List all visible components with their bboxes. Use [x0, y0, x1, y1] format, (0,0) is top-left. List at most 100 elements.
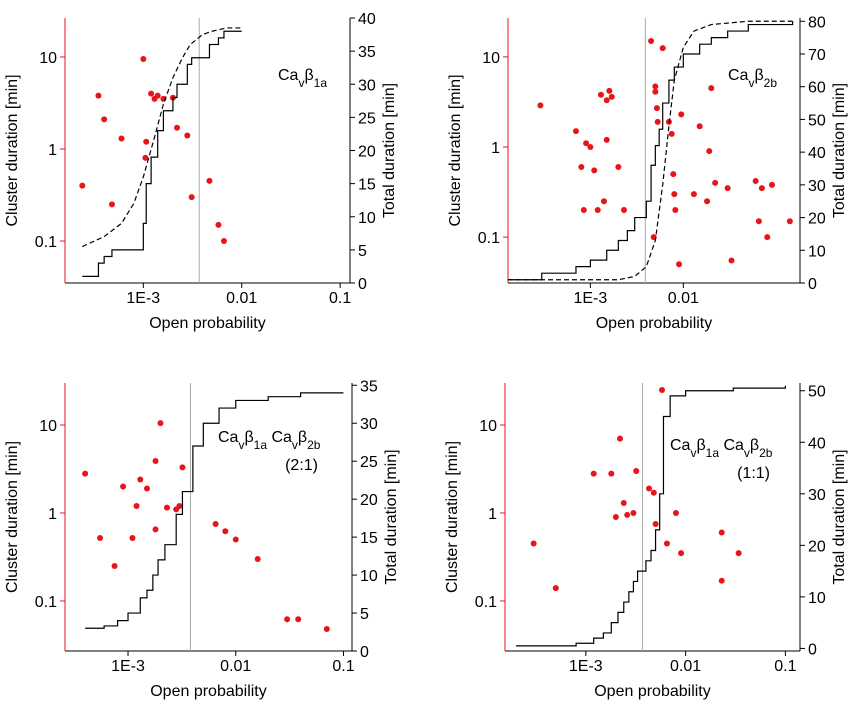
y-tick-label: 10	[39, 50, 57, 67]
x-tick-label: 1E-3	[573, 290, 607, 307]
y-tick-label: 10	[482, 50, 500, 67]
y2-tick-label: 35	[360, 378, 378, 395]
y-axis-label: Cluster duration [min]	[447, 74, 464, 226]
annotation-part: Ca	[719, 437, 744, 454]
data-point	[608, 93, 615, 100]
x-tick-label: 0.01	[226, 290, 257, 307]
data-point	[129, 534, 136, 541]
data-point	[583, 140, 590, 147]
annotation-part: Ca	[278, 67, 299, 84]
data-point	[603, 97, 610, 104]
y2-tick-label: 35	[358, 44, 376, 61]
annotation-line2: (2:1)	[285, 457, 318, 474]
data-point	[718, 529, 725, 536]
data-point	[152, 526, 159, 533]
y2-axis-label: Total duration [min]	[831, 449, 848, 584]
data-point	[615, 164, 622, 171]
data-point	[590, 470, 597, 477]
data-point	[101, 116, 108, 123]
y2-tick-label: 10	[360, 568, 378, 585]
data-point	[572, 128, 579, 135]
annotation-sub: 2b	[307, 438, 321, 452]
data-point	[650, 489, 657, 496]
annotation-part: β	[298, 429, 307, 446]
data-point	[79, 182, 86, 189]
data-point	[215, 221, 222, 228]
data-point	[616, 435, 623, 442]
data-point	[652, 520, 659, 527]
data-point	[630, 509, 637, 516]
data-point	[690, 191, 697, 198]
x-axis-label: Open probability	[596, 315, 713, 332]
data-point	[184, 132, 191, 139]
data-point	[659, 45, 666, 52]
annotation-part: β	[750, 437, 759, 454]
y2-tick-label: 25	[360, 454, 378, 471]
data-point	[254, 555, 261, 562]
y2-tick-label: 20	[358, 144, 376, 161]
y2-tick-label: 50	[808, 384, 826, 401]
annotation-part: β	[696, 437, 705, 454]
data-point	[712, 179, 719, 186]
data-point	[672, 207, 679, 214]
y-axis-label: Cluster duration [min]	[4, 441, 21, 593]
step-line	[82, 30, 242, 277]
annotation-sub: 1a	[314, 76, 328, 90]
data-point	[696, 123, 703, 130]
annotation-sub: 2b	[764, 76, 778, 90]
annotation: Cavβ1a Cavβ2b	[218, 429, 321, 452]
y2-tick-label: 50	[808, 112, 826, 129]
annotation: Cavβ1a Cavβ2b	[670, 437, 773, 460]
annotation-sub: v	[690, 446, 696, 460]
y2-tick-label: 80	[808, 14, 826, 31]
y2-tick-label: 40	[358, 11, 376, 28]
y2-tick-label: 0	[808, 276, 817, 293]
y2-tick-label: 40	[808, 435, 826, 452]
y2-tick-label: 30	[360, 416, 378, 433]
data-point	[758, 185, 765, 192]
data-point	[188, 194, 195, 201]
y-tick-label: 1	[491, 140, 500, 157]
y-axis-label: Cluster duration [min]	[444, 441, 461, 593]
x-tick-label: 0.1	[774, 658, 796, 675]
x-axis-label: Open probability	[149, 315, 266, 332]
y2-tick-label: 25	[358, 110, 376, 127]
y2-tick-label: 30	[808, 178, 826, 195]
data-point	[678, 550, 685, 557]
y2-tick-label: 20	[808, 211, 826, 228]
data-point	[140, 56, 147, 63]
data-point	[174, 124, 181, 131]
data-point	[212, 520, 219, 527]
annotation: Cavβ2b	[728, 67, 777, 90]
data-point	[600, 198, 607, 205]
data-point	[606, 87, 613, 94]
data-point	[163, 504, 170, 511]
y2-tick-label: 40	[808, 145, 826, 162]
data-point	[608, 470, 615, 477]
data-point	[603, 136, 610, 143]
fit-line	[82, 27, 242, 248]
annotation-sub: v	[292, 438, 298, 452]
data-point	[672, 509, 679, 516]
y-tick-label: 1	[48, 142, 57, 159]
y2-axis-label: Total duration [min]	[831, 83, 848, 218]
annotation-sub: v	[238, 438, 244, 452]
data-point	[148, 90, 155, 97]
data-point	[220, 238, 227, 245]
data-point	[624, 511, 631, 518]
data-point	[284, 616, 291, 623]
data-point	[154, 92, 161, 99]
data-point	[671, 191, 678, 198]
data-point	[706, 148, 713, 155]
annotation-part: β	[244, 429, 253, 446]
data-point	[152, 457, 159, 464]
data-point	[668, 130, 675, 137]
y-axis-label: Cluster duration [min]	[4, 74, 21, 226]
y2-tick-label: 15	[358, 177, 376, 194]
data-point	[142, 154, 149, 161]
data-point	[704, 198, 711, 205]
annotation: Cavβ1a	[278, 67, 327, 90]
data-point	[133, 503, 140, 510]
data-point	[118, 135, 125, 142]
